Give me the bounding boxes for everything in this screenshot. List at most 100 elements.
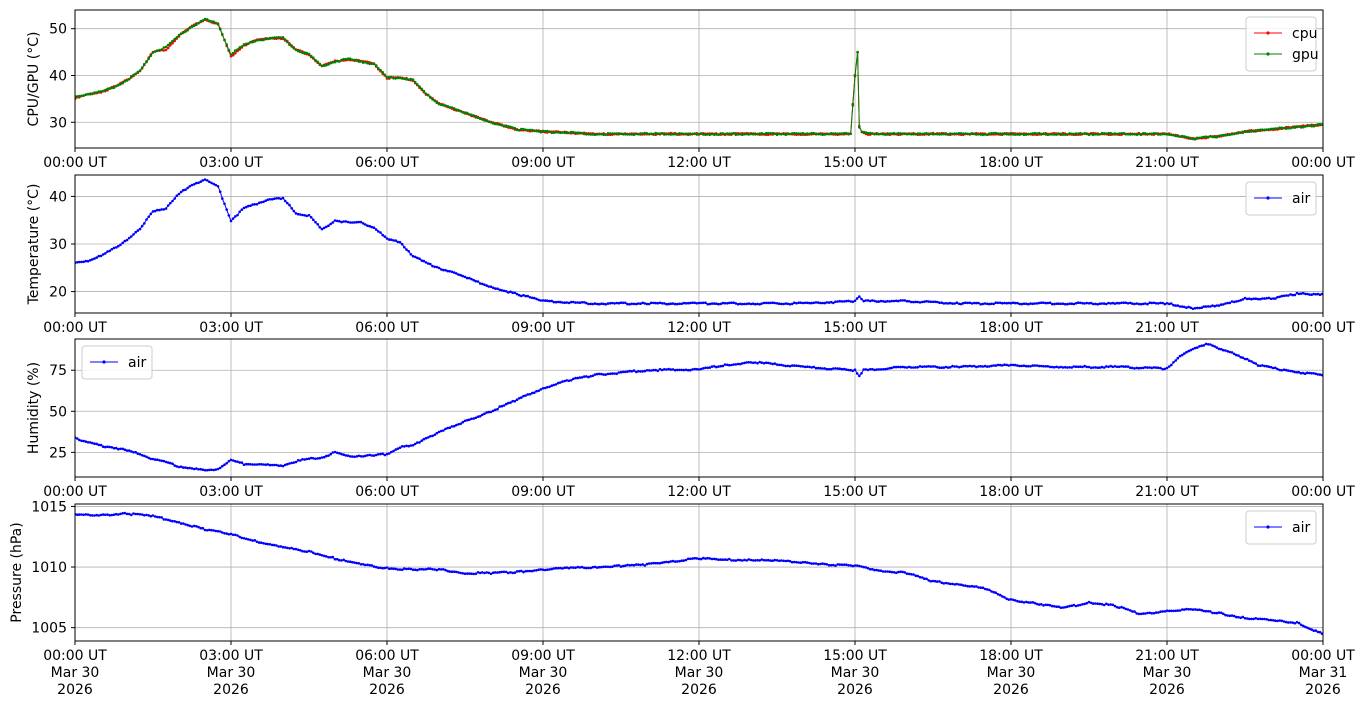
data-point (1063, 606, 1067, 609)
data-point (723, 363, 727, 366)
data-point (927, 365, 930, 368)
data-point (335, 219, 339, 223)
x-tick-label: 03:00 UT (199, 155, 263, 171)
data-point (266, 542, 270, 546)
data-point (1306, 626, 1309, 630)
data-point (234, 533, 237, 537)
data-point (498, 288, 502, 292)
data-point (693, 367, 696, 371)
data-point (1124, 607, 1128, 611)
data-point (203, 178, 207, 181)
data-point (1215, 611, 1219, 615)
data-point (1245, 617, 1249, 620)
data-point (515, 292, 519, 296)
data-point (1098, 602, 1102, 606)
data-point (972, 364, 976, 368)
data-point (1003, 301, 1006, 305)
data-point (379, 566, 382, 570)
data-point (1094, 302, 1097, 306)
data-point (1167, 609, 1171, 613)
data-point (1204, 342, 1208, 346)
data-point (1297, 292, 1301, 296)
data-point (933, 300, 937, 304)
data-point (1044, 603, 1047, 607)
data-point (598, 372, 601, 376)
data-point (1320, 123, 1323, 126)
data-point (333, 219, 337, 222)
data-point (491, 571, 495, 574)
data-point (1250, 360, 1253, 363)
data-point (359, 563, 363, 566)
data-point (849, 300, 852, 303)
data-point (634, 132, 638, 136)
data-point (589, 133, 592, 136)
data-point (511, 571, 514, 575)
data-point (1170, 609, 1173, 613)
data-point (1172, 361, 1175, 364)
data-point (288, 462, 291, 465)
data-point (702, 367, 705, 370)
data-point (1241, 298, 1245, 301)
data-point (140, 224, 144, 228)
data-point (455, 272, 458, 275)
data-point (253, 463, 257, 466)
data-point (1289, 293, 1292, 296)
series-line-gpu (75, 18, 1323, 140)
data-point (769, 301, 772, 305)
data-point (1059, 606, 1063, 609)
data-point (106, 445, 109, 449)
data-point (437, 102, 441, 106)
data-point (452, 424, 456, 428)
data-point (866, 299, 870, 302)
data-point (1027, 364, 1030, 368)
data-point (749, 558, 753, 562)
data-point (704, 301, 707, 305)
data-point (1293, 622, 1297, 625)
data-point (938, 133, 941, 136)
data-point (723, 132, 727, 136)
data-point (907, 300, 911, 303)
data-point (673, 302, 677, 306)
data-point (316, 552, 320, 556)
data-point (903, 132, 907, 136)
data-point (212, 468, 215, 472)
data-point (1310, 628, 1313, 631)
data-point (1254, 617, 1258, 620)
data-point (234, 460, 237, 463)
data-point (277, 545, 281, 548)
data-point (940, 301, 943, 305)
data-point (985, 588, 989, 591)
data-point (474, 416, 478, 420)
data-point (996, 132, 1000, 135)
data-point (84, 259, 88, 263)
data-point (1068, 302, 1071, 306)
data-point (143, 62, 146, 66)
data-point (704, 557, 707, 560)
data-point (708, 557, 712, 560)
data-point (474, 572, 478, 576)
data-point (754, 361, 757, 364)
data-point (1239, 131, 1242, 134)
data-point (266, 37, 270, 41)
data-point (725, 132, 729, 135)
data-point (84, 440, 88, 443)
data-point (702, 301, 705, 305)
data-point (780, 559, 783, 562)
data-point (1113, 132, 1117, 135)
data-point (203, 468, 207, 472)
data-point (736, 302, 740, 306)
data-point (842, 563, 846, 566)
data-point (1092, 366, 1095, 369)
data-point (338, 558, 341, 562)
data-point (825, 563, 829, 566)
data-point (1037, 603, 1041, 606)
data-point (990, 302, 993, 306)
data-point (1059, 132, 1063, 136)
data-point (795, 302, 798, 305)
data-point (866, 131, 870, 135)
data-point (260, 201, 263, 204)
data-point (1276, 367, 1279, 371)
data-point (797, 561, 800, 564)
data-point (1243, 357, 1247, 361)
data-point (695, 302, 699, 305)
